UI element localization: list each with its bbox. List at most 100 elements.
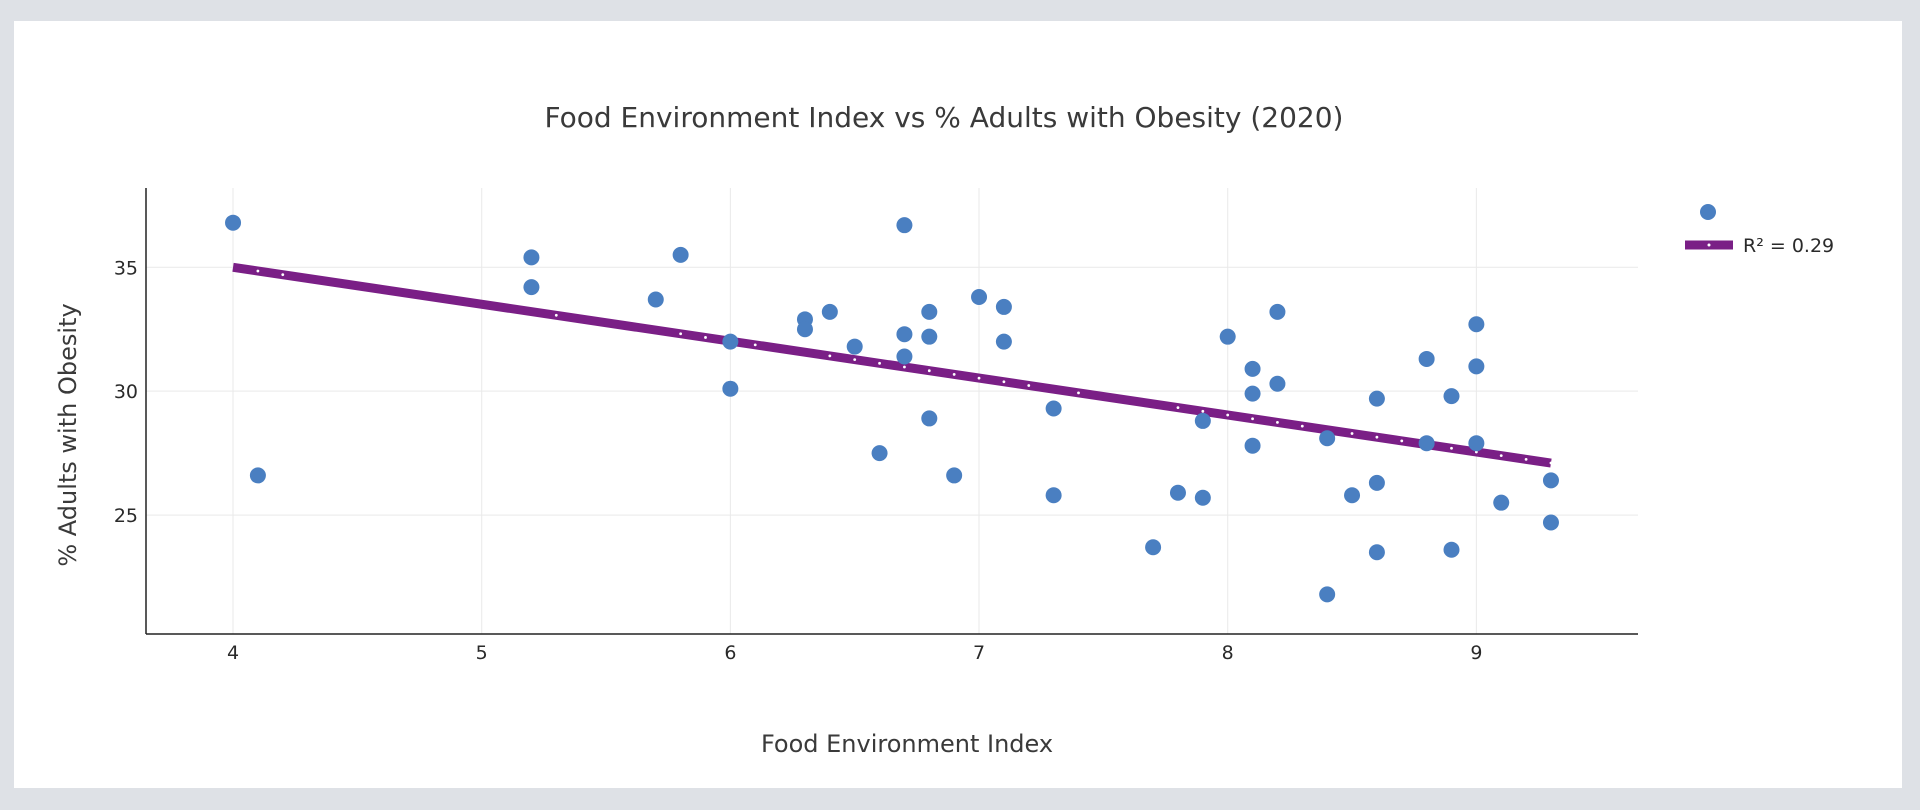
data-point [1418, 435, 1435, 452]
trendline-dot [878, 361, 881, 365]
data-point [225, 214, 242, 231]
trendline-dot [1251, 417, 1254, 421]
trendline-group [232, 262, 1553, 468]
data-point [722, 333, 739, 350]
data-point [796, 321, 813, 338]
data-point [871, 445, 888, 462]
data-point [1045, 400, 1062, 417]
data-point [1468, 358, 1485, 375]
data-point [1368, 474, 1385, 491]
trendline-dot [977, 376, 981, 380]
data-point [1493, 494, 1510, 511]
trendline-dot [1077, 391, 1080, 395]
x-tick-label: 9 [1470, 642, 1482, 664]
data-point [1244, 437, 1261, 454]
trendline-dot [1350, 432, 1354, 435]
trendline-dot [927, 369, 931, 373]
trendline-dot [1474, 450, 1478, 454]
chart-title: Food Environment Index vs % Adults with … [545, 101, 1344, 134]
y-tick-label: 30 [114, 381, 138, 403]
data-point [1269, 303, 1286, 320]
x-tick-label: 8 [1222, 642, 1234, 664]
data-point [921, 303, 938, 320]
data-point [672, 246, 689, 263]
data-point [1269, 375, 1286, 392]
trendline-dot [1450, 446, 1453, 450]
scatter-chart: Food Environment Index vs % Adults with … [54, 101, 1834, 758]
trendline [232, 262, 1552, 468]
data-points [225, 214, 1559, 603]
x-tick-labels: 4 5 6 7 8 9 [227, 642, 1482, 664]
data-point [995, 298, 1012, 315]
data-point [1344, 487, 1361, 504]
data-point [1542, 514, 1559, 531]
trendline-dot [1524, 457, 1528, 461]
data-point [921, 328, 938, 345]
trendline-dot [1375, 435, 1379, 439]
trendline-dot [554, 313, 558, 317]
x-tick-label: 7 [973, 642, 985, 664]
trendline-dot [828, 354, 832, 358]
trendline-dot [952, 372, 956, 376]
legend: R² = 0.29 [1685, 204, 1834, 257]
legend-trendline-dot [1707, 243, 1711, 247]
data-point [1319, 430, 1336, 447]
data-point [1145, 539, 1162, 556]
x-tick-label: 4 [227, 642, 239, 664]
data-point [1443, 541, 1460, 558]
trendline-dot [1499, 454, 1503, 458]
data-point [1468, 316, 1485, 333]
data-point [1244, 360, 1261, 377]
data-point [1194, 489, 1211, 506]
data-point [1045, 487, 1062, 504]
trendline-dot [256, 269, 260, 273]
x-axis-label: Food Environment Index [761, 730, 1053, 758]
trendline-dot [704, 336, 707, 339]
y-tick-label: 35 [114, 257, 138, 279]
data-point [995, 333, 1012, 350]
trendline-dot [853, 358, 857, 362]
data-point [896, 217, 913, 234]
data-point [821, 303, 838, 320]
data-point [1418, 350, 1435, 367]
data-point [921, 410, 938, 427]
x-tick-label: 5 [476, 642, 488, 664]
data-point [523, 279, 540, 296]
data-point [722, 380, 739, 397]
trendline-dot [679, 332, 683, 336]
trendline-dot [1002, 380, 1006, 384]
legend-label-trendline: R² = 0.29 [1743, 235, 1834, 257]
trendline-dot [1300, 424, 1304, 428]
trendline-dot [281, 273, 285, 277]
data-point [523, 249, 540, 266]
trendline-dot [1226, 413, 1230, 417]
data-point [1219, 328, 1236, 345]
chart-card: Food Environment Index vs % Adults with … [14, 21, 1902, 788]
data-point [1443, 388, 1460, 405]
trendline-dot [753, 343, 757, 347]
data-point [1368, 390, 1385, 407]
x-tick-label: 6 [724, 642, 736, 664]
trendline-dot [1276, 421, 1279, 424]
trendline-dot [903, 365, 906, 369]
grid-lines [146, 188, 1638, 634]
data-point [1542, 472, 1559, 489]
data-point [946, 467, 963, 484]
data-point [647, 291, 664, 308]
trendline-dot [1027, 384, 1031, 387]
data-point [1169, 484, 1186, 501]
data-point [1244, 385, 1261, 402]
data-point [846, 338, 863, 355]
y-tick-label: 25 [114, 505, 138, 527]
data-point [1468, 435, 1485, 452]
y-axis-label: % Adults with Obesity [54, 303, 82, 566]
data-point [1319, 586, 1336, 603]
trendline-dot [1176, 406, 1180, 410]
legend-marker-points [1700, 204, 1716, 220]
data-point [1194, 412, 1211, 429]
trendline-dot [1201, 409, 1205, 413]
trendline-dot [1549, 461, 1553, 465]
y-tick-labels: 25 30 35 [114, 257, 138, 527]
data-point [1368, 544, 1385, 561]
data-point [896, 348, 913, 365]
